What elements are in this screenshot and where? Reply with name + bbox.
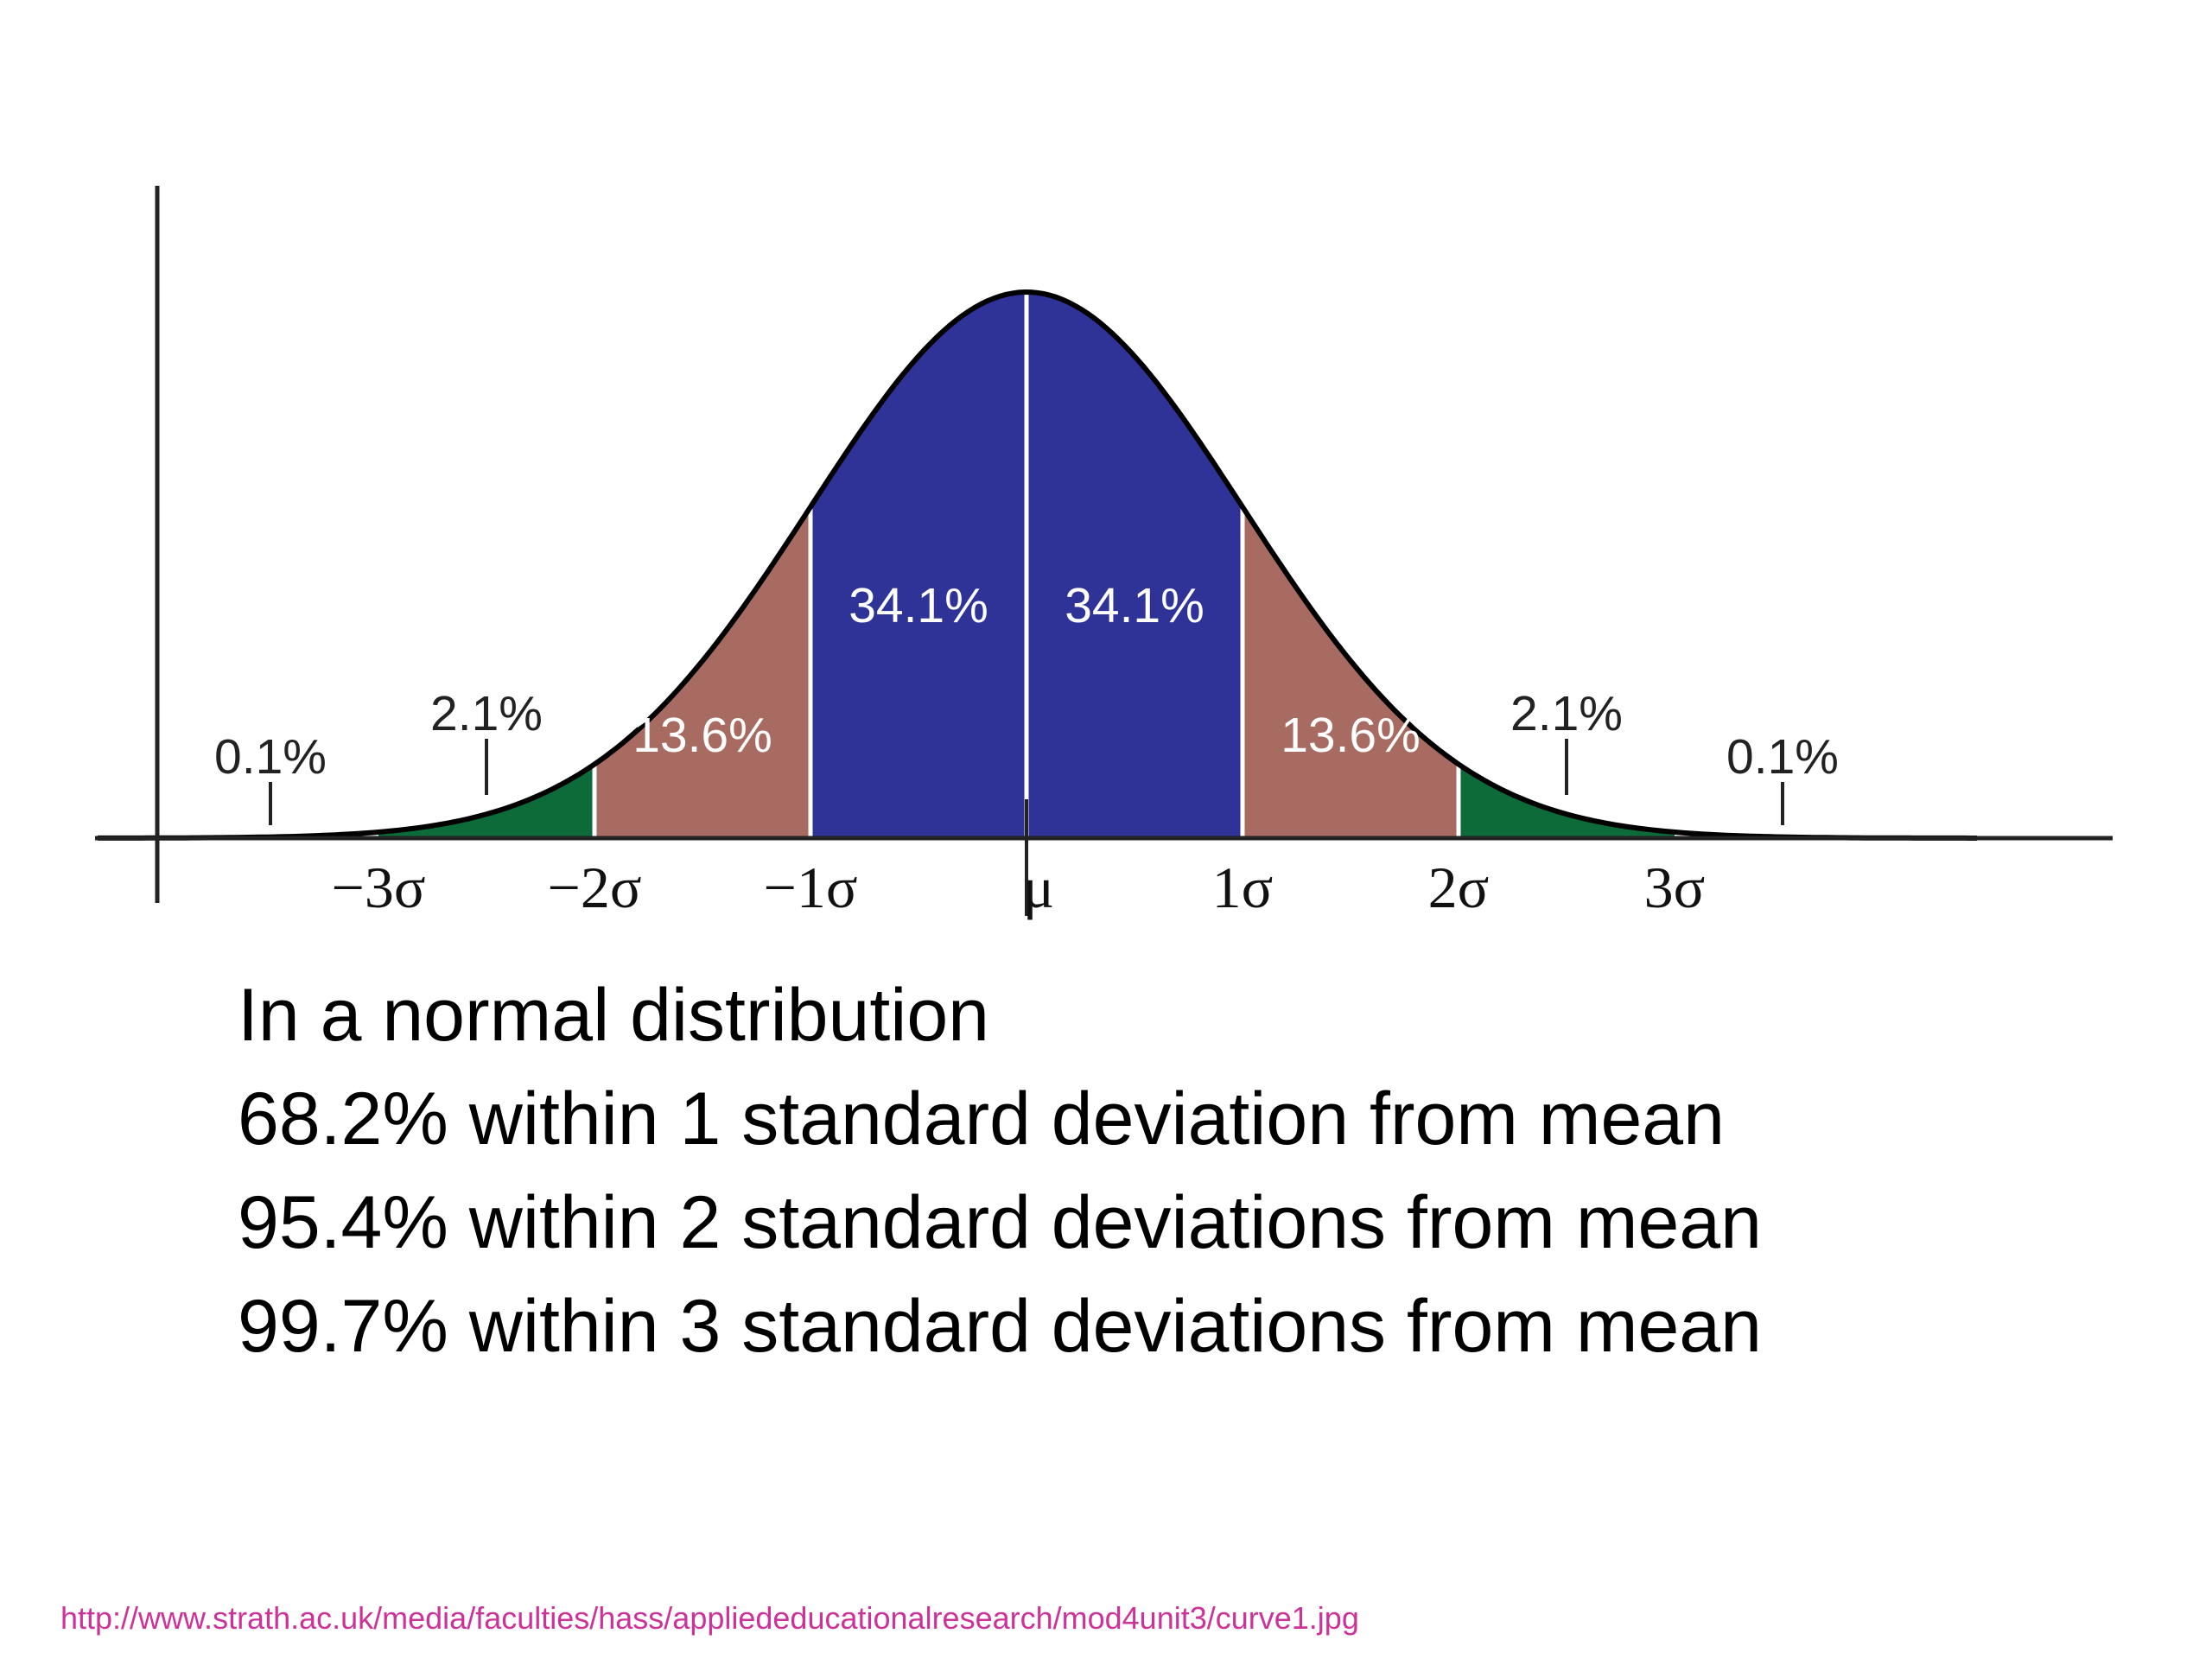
segment-area-1 bbox=[378, 764, 594, 838]
summary-line-2sd: 95.4% within 2 standard deviations from … bbox=[238, 1181, 1762, 1264]
summary-line-heading: In a normal distribution bbox=[238, 974, 989, 1057]
percent-label: 13.6% bbox=[632, 708, 772, 763]
bell-curve-line bbox=[98, 289, 1977, 841]
summary-text: In a normal distribution 68.2% within 1 … bbox=[238, 963, 2052, 1378]
summary-line-1sd: 68.2% within 1 standard deviation from m… bbox=[238, 1077, 1725, 1160]
segment-area-4 bbox=[1027, 292, 1243, 838]
percent-label: 34.1% bbox=[1065, 578, 1205, 633]
percent-label: 13.6% bbox=[1281, 708, 1421, 763]
x-tick-label: −3σ bbox=[331, 855, 425, 920]
x-tick-label: −2σ bbox=[547, 855, 641, 920]
segment-area-6 bbox=[1459, 764, 1675, 838]
x-tick-label: 1σ bbox=[1212, 855, 1274, 920]
x-tick-label: −1σ bbox=[763, 855, 857, 920]
x-tick-label: 3σ bbox=[1644, 855, 1706, 920]
x-tick-label: μ bbox=[1023, 855, 1054, 920]
percent-label: 0.1% bbox=[1726, 729, 1839, 785]
source-link[interactable]: http://www.strath.ac.uk/media/faculties/… bbox=[60, 1600, 1359, 1636]
summary-line-3sd: 99.7% within 3 standard deviations from … bbox=[238, 1285, 1762, 1368]
percent-label: 34.1% bbox=[849, 578, 988, 633]
percent-label: 2.1% bbox=[430, 686, 543, 741]
segment-area-3 bbox=[810, 292, 1027, 838]
normal-distribution-chart: −3σ −2σ −1σ μ 1σ 2σ 3σ 0.1% 2.1% 13.6% 34.1% 34.1% 1… bbox=[95, 186, 2113, 920]
percent-label: 2.1% bbox=[1510, 686, 1623, 741]
percent-label: 0.1% bbox=[214, 729, 327, 785]
x-tick-label: 2σ bbox=[1428, 855, 1490, 920]
